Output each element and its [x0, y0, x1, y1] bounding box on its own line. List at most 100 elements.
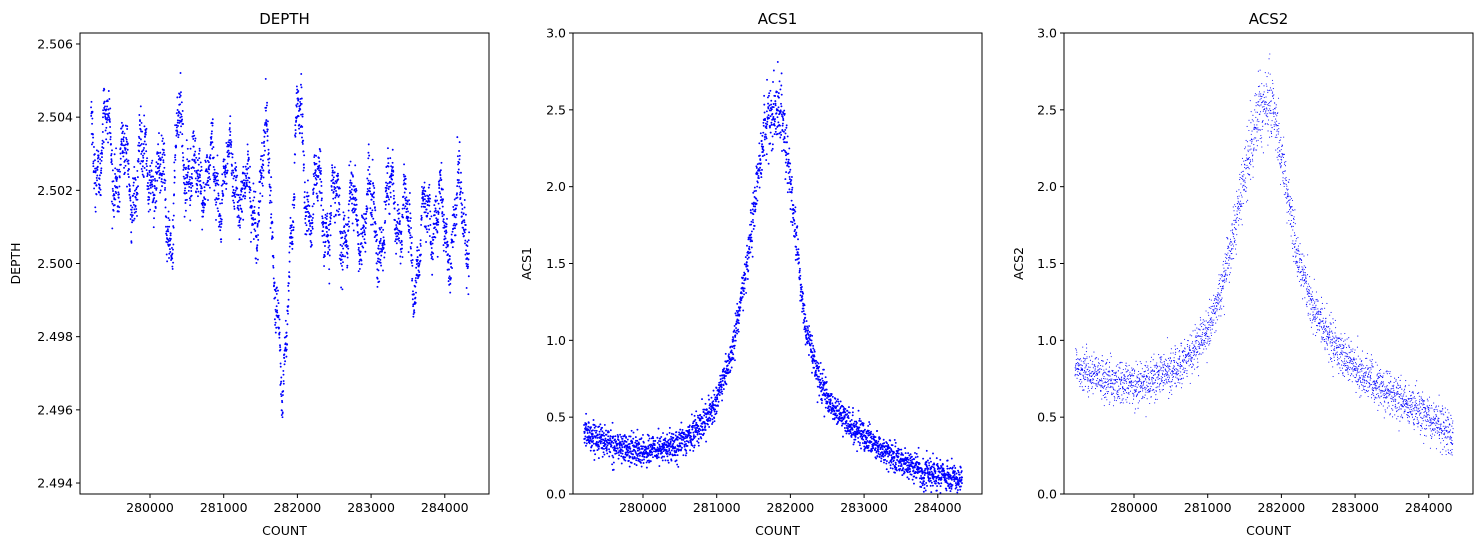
- data-point: [740, 299, 743, 302]
- data-point: [179, 103, 182, 106]
- data-point: [717, 405, 719, 407]
- data-point: [119, 147, 122, 150]
- data-point: [196, 187, 199, 190]
- data-point: [609, 437, 612, 440]
- data-point: [420, 216, 423, 219]
- data-point: [795, 234, 798, 237]
- data-point: [445, 231, 448, 234]
- data-point: [179, 131, 182, 134]
- data-point: [462, 232, 465, 235]
- data-point: [710, 411, 713, 414]
- data-point: [334, 196, 337, 199]
- data-point: [376, 253, 379, 256]
- data-point: [790, 191, 793, 194]
- data-point: [719, 378, 722, 381]
- data-point: [425, 208, 428, 211]
- data-point: [300, 102, 303, 105]
- data-point: [254, 218, 257, 221]
- data-point: [869, 441, 871, 444]
- data-point: [707, 412, 710, 415]
- data-point: [109, 120, 111, 123]
- data-point: [706, 408, 708, 411]
- x-axis-label: COUNT: [262, 523, 307, 538]
- data-point: [678, 431, 680, 434]
- data-point: [416, 256, 419, 259]
- data-point: [107, 141, 110, 144]
- data-point: [921, 470, 924, 473]
- data-point: [690, 413, 693, 416]
- data-point: [786, 135, 789, 138]
- data-point: [206, 159, 209, 162]
- data-point: [403, 207, 406, 210]
- data-point: [720, 386, 723, 389]
- data-point: [342, 217, 345, 220]
- data-point: [380, 264, 383, 267]
- data-point: [175, 126, 178, 129]
- data-point: [242, 179, 245, 182]
- data-point: [147, 185, 150, 188]
- data-point: [926, 471, 929, 474]
- data-point: [699, 429, 702, 431]
- data-point: [243, 181, 246, 184]
- data-point: [272, 264, 275, 267]
- data-point: [285, 355, 288, 358]
- data-point: [279, 383, 282, 386]
- data-point: [635, 444, 638, 447]
- data-point: [231, 153, 234, 156]
- data-point: [925, 482, 928, 484]
- data-point: [390, 165, 393, 168]
- data-point: [353, 198, 355, 201]
- data-point: [790, 199, 793, 202]
- data-point: [762, 149, 765, 152]
- x-tick-label: 281000: [200, 500, 248, 515]
- data-point: [656, 446, 659, 449]
- data-point: [852, 443, 855, 446]
- data-point: [358, 260, 361, 263]
- data-point: [848, 432, 851, 435]
- data-point: [754, 210, 757, 213]
- data-point: [681, 442, 684, 445]
- data-point: [342, 255, 345, 258]
- data-point: [196, 172, 199, 175]
- data-point: [289, 227, 292, 230]
- data-point: [122, 151, 125, 154]
- data-point: [370, 198, 373, 201]
- data-point: [458, 154, 461, 157]
- data-point: [315, 162, 318, 165]
- data-point: [750, 246, 753, 249]
- data-point: [925, 449, 928, 452]
- data-point: [306, 198, 309, 201]
- data-point: [427, 199, 430, 202]
- data-point: [168, 225, 171, 228]
- data-point: [620, 448, 623, 451]
- data-point: [200, 165, 203, 168]
- data-point: [182, 181, 185, 184]
- data-point: [842, 435, 844, 438]
- data-point: [216, 207, 219, 210]
- data-point: [712, 389, 715, 392]
- data-point: [232, 177, 235, 180]
- data-point: [208, 176, 211, 178]
- data-point: [255, 248, 258, 251]
- data-point: [838, 417, 841, 420]
- data-point: [418, 262, 421, 265]
- data-point: [403, 191, 406, 194]
- data-point: [914, 451, 916, 454]
- data-point: [909, 453, 912, 456]
- data-point: [157, 170, 159, 173]
- data-point: [671, 439, 674, 442]
- data-point: [436, 255, 439, 258]
- data-point: [143, 167, 146, 169]
- data-point: [765, 137, 768, 140]
- data-point: [683, 440, 686, 443]
- data-point: [658, 443, 661, 446]
- data-point: [437, 211, 440, 214]
- data-point: [912, 462, 915, 465]
- data-point: [611, 454, 614, 457]
- data-point: [138, 137, 141, 140]
- data-point: [785, 151, 788, 154]
- data-point: [278, 336, 281, 339]
- data-point: [274, 323, 277, 326]
- data-point: [377, 247, 380, 250]
- data-point: [400, 240, 403, 243]
